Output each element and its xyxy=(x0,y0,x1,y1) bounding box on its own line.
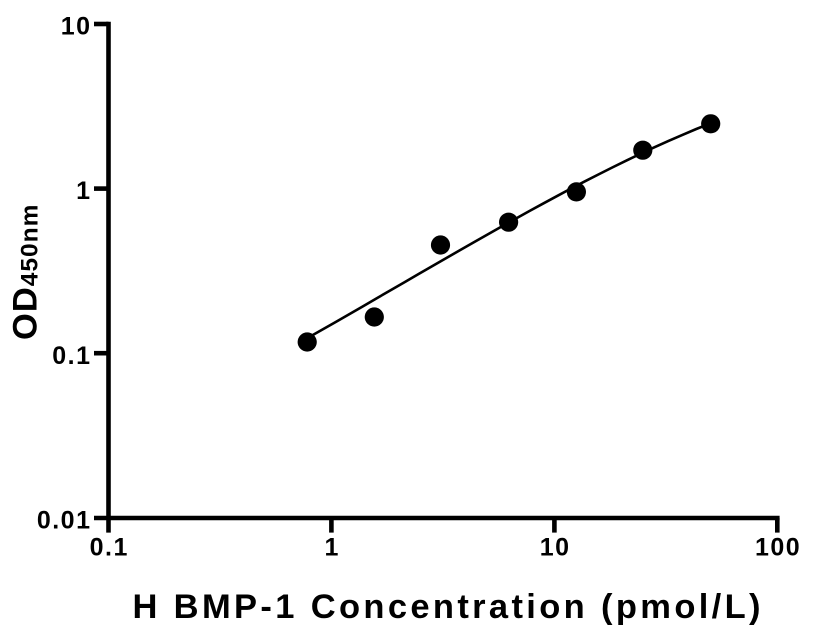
svg-text:10: 10 xyxy=(61,13,92,41)
svg-text:0.01: 0.01 xyxy=(37,506,92,534)
svg-text:1: 1 xyxy=(76,177,91,205)
svg-text:0.1: 0.1 xyxy=(52,342,91,370)
svg-text:100: 100 xyxy=(755,534,801,562)
svg-text:10: 10 xyxy=(540,534,571,562)
svg-text:H BMP-1 Concentration (pmol/L): H BMP-1 Concentration (pmol/L) xyxy=(132,588,763,626)
svg-text:0.1: 0.1 xyxy=(90,534,129,562)
svg-text:1: 1 xyxy=(324,534,339,562)
